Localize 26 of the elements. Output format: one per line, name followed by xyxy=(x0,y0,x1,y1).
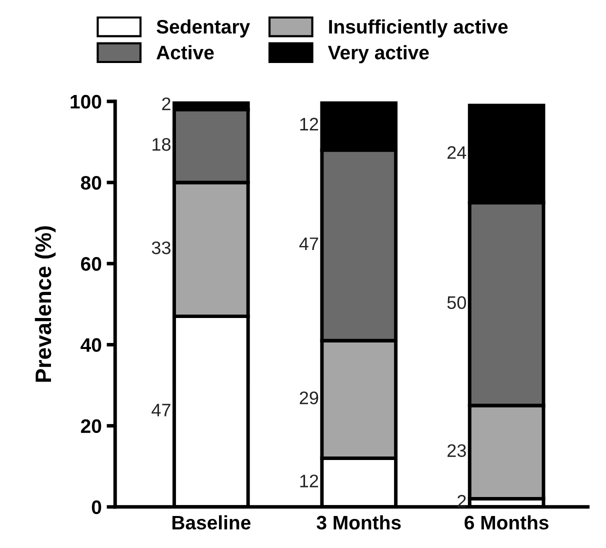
data-label: 50 xyxy=(447,296,466,309)
data-label: 2 xyxy=(458,494,466,508)
data-label: 23 xyxy=(448,444,466,457)
x-tick-label: 6 Months xyxy=(464,515,548,530)
legend-label: Very active xyxy=(328,45,429,64)
legend-label: Insufficiently active xyxy=(329,19,508,38)
data-label: 12 xyxy=(300,118,318,130)
legend-label: Sedentary xyxy=(156,19,250,38)
legend-label: Active xyxy=(156,45,214,60)
y-axis-title: Prevalence (%) xyxy=(34,226,56,382)
data-label: 47 xyxy=(299,238,318,250)
data-label: 24 xyxy=(448,146,466,159)
y-tick-label: 20 xyxy=(80,419,102,434)
y-tick-label: 40 xyxy=(80,338,102,352)
y-tick-label: 100 xyxy=(70,94,102,109)
data-label: 33 xyxy=(152,241,170,254)
data-label: 2 xyxy=(162,97,170,110)
data-label: 18 xyxy=(152,138,170,151)
y-tick-label: 60 xyxy=(81,257,102,271)
y-tick-label: 80 xyxy=(80,176,102,190)
x-tick-label: 3 Months xyxy=(316,515,401,530)
data-label: 12 xyxy=(300,474,318,488)
data-label: 47 xyxy=(152,404,170,416)
y-tick-label: 0 xyxy=(92,500,102,514)
x-tick-label: Baseline xyxy=(172,515,250,530)
data-label: 29 xyxy=(300,392,318,404)
